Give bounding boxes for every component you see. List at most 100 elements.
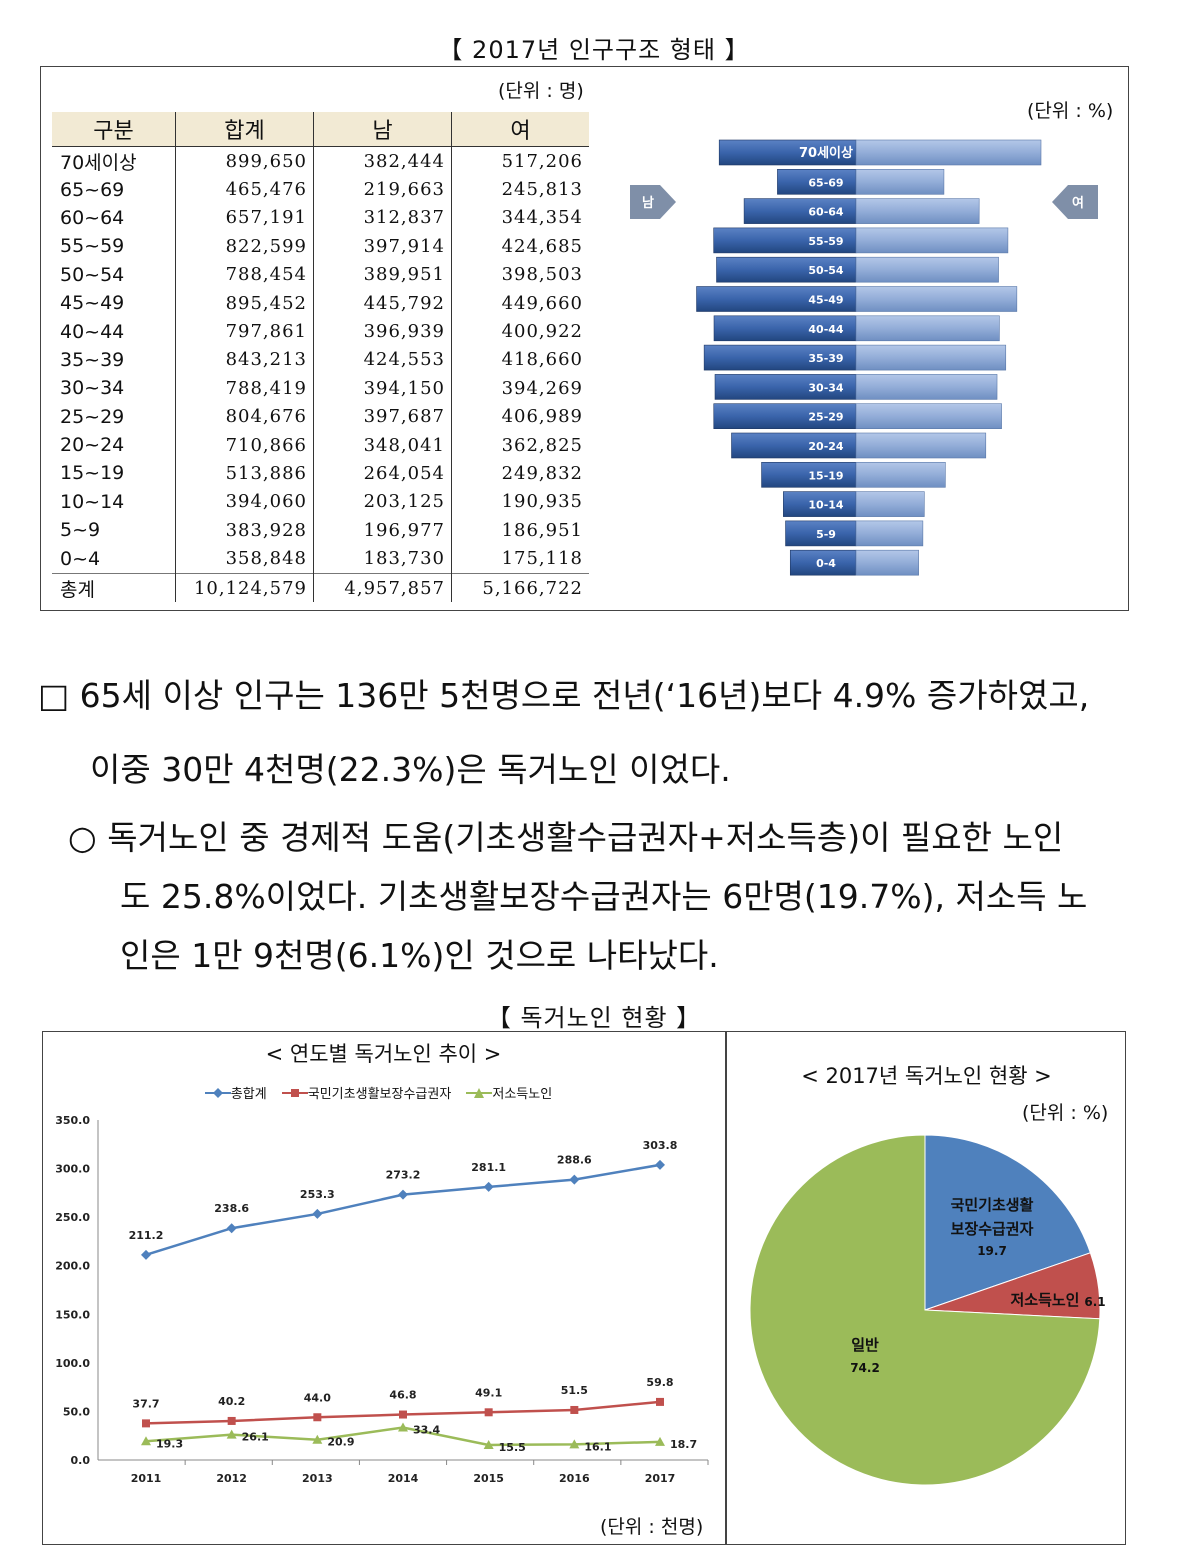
row-male: 203,125 <box>313 487 452 517</box>
table-row: 30~34 788,419 394,150 394,269 <box>52 374 589 403</box>
table-row: 15~19 513,886 264,054 249,832 <box>52 459 589 488</box>
pyramid-female-bar <box>855 432 987 459</box>
pie-label: 저소득노인 <box>1010 1291 1079 1309</box>
row-female: 418,660 <box>451 345 589 375</box>
pie-chart-title: < 2017년 독거노인 현황 > <box>801 1064 1052 1088</box>
population-table: 구분 합계 남 여 70세이상 899,650 382,444 517,206 65~6… <box>52 112 589 603</box>
x-tick-label: 2011 <box>131 1472 162 1485</box>
header-total: 합계 <box>175 112 314 147</box>
row-female: 245,813 <box>451 175 589 204</box>
row-category: 5~9 <box>60 519 101 542</box>
row-female: 400,922 <box>451 317 589 346</box>
row-female: 249,832 <box>451 459 589 488</box>
data-label: 20.9 <box>327 1436 354 1449</box>
pyramid-male-bar <box>703 344 857 371</box>
data-label: 44.0 <box>304 1391 331 1404</box>
row-female: 517,206 <box>451 146 589 176</box>
pyramid-age-label: 35-39 <box>808 352 843 365</box>
line-chart: 0.0 50.0 100.0 150.0 200.0 250.0 300.0 350.0 201… <box>55 1114 709 1485</box>
pyramid-female-bar <box>855 461 946 488</box>
pyramid-age-label: 45-49 <box>808 294 843 307</box>
table-row: 65~69 465,476 219,663 245,813 <box>52 175 589 204</box>
pie-value-label: 74.2 <box>850 1361 880 1375</box>
data-point <box>398 1422 408 1432</box>
row-category: 45~49 <box>60 292 125 315</box>
table-row: 45~49 895,452 445,792 449,660 <box>52 288 589 318</box>
row-male: 348,041 <box>313 430 452 460</box>
row-female: 398,503 <box>451 260 589 289</box>
row-female: 424,685 <box>451 232 589 261</box>
data-point <box>142 1419 150 1428</box>
data-label: 46.8 <box>389 1389 416 1402</box>
data-label: 253.3 <box>300 1188 335 1201</box>
line-chart-title: < 연도별 독거노인 추이 > <box>265 1042 502 1066</box>
row-category: 60~64 <box>60 206 125 229</box>
data-point <box>312 1434 323 1444</box>
x-tick-label: 2014 <box>388 1472 419 1485</box>
data-label: 15.5 <box>499 1441 526 1454</box>
row-category: 0~4 <box>60 547 101 570</box>
row-total: 358,848 <box>175 544 314 574</box>
pyramid-female-bar <box>855 549 919 576</box>
data-point <box>399 1410 407 1419</box>
data-label: 273.2 <box>386 1169 421 1182</box>
pyramid-unit-label: (단위 : %) <box>1027 100 1114 122</box>
legend-lowincome-label: 저소득노인 <box>492 1087 553 1102</box>
pyramid-male-bar <box>783 491 857 517</box>
row-female: 186,951 <box>451 516 589 545</box>
table-row: 50~54 788,454 389,951 398,503 <box>52 260 589 289</box>
pyramid-female-bar <box>855 520 924 547</box>
y-tick-label: 50.0 <box>63 1405 90 1418</box>
row-category: 20~24 <box>60 434 125 457</box>
pyramid-male-bar <box>789 549 857 576</box>
y-tick-label: 300.0 <box>55 1163 90 1176</box>
pie-value-label: 19.7 <box>977 1244 1007 1258</box>
pyramid-female-bar <box>855 374 998 400</box>
data-point <box>313 1413 322 1422</box>
row-male: 4,957,857 <box>313 572 452 603</box>
female-arrow-icon <box>1052 185 1098 219</box>
data-point <box>570 1405 579 1414</box>
data-point <box>569 1439 580 1449</box>
pyramid-female-bar <box>855 344 1007 371</box>
data-label: 19.3 <box>156 1437 183 1450</box>
pie-label: 보장수급권자 <box>951 1220 1034 1238</box>
pyramid-female-bar <box>855 168 945 195</box>
y-tick-label: 250.0 <box>55 1211 90 1224</box>
header-female: 여 <box>451 112 589 147</box>
female-label: 여 <box>1072 195 1084 211</box>
row-female: 190,935 <box>451 487 589 517</box>
row-female: 362,825 <box>451 430 589 460</box>
legend-total-icon <box>204 1087 231 1098</box>
pyramid-female-bar <box>855 286 1018 312</box>
data-label: 211.2 <box>129 1229 164 1242</box>
population-structure-title: 【 2017년 인구구조 형태 】 <box>438 36 750 64</box>
pyramid-male-bar <box>777 168 857 195</box>
pyramid-age-label: 0-4 <box>816 557 836 570</box>
pyramid-age-label: 30-34 <box>808 381 844 394</box>
elderly-living-alone-title: 【 독거노인 현황 】 <box>486 1004 702 1032</box>
pie-label: 국민기초생활 <box>951 1196 1034 1214</box>
y-tick-label: 0.0 <box>71 1454 91 1467</box>
table-row: 35~39 843,213 424,553 418,660 <box>52 345 589 375</box>
header-male: 남 <box>313 112 452 147</box>
row-male: 396,939 <box>313 317 452 346</box>
y-tick-label: 100.0 <box>55 1357 90 1370</box>
pyramid-female-bar <box>855 403 1002 430</box>
pyramid-female-bar <box>855 256 999 283</box>
x-tick-label: 2016 <box>559 1472 590 1485</box>
table-row: 55~59 822,599 397,914 424,685 <box>52 232 589 261</box>
row-male: 196,977 <box>313 516 452 545</box>
data-point <box>226 1429 237 1439</box>
row-category: 55~59 <box>60 235 125 258</box>
row-male: 183,730 <box>313 544 452 574</box>
x-tick-label: 2017 <box>645 1472 676 1485</box>
table-row: 10~14 394,060 203,125 190,935 <box>52 487 589 517</box>
table-unit-label: (단위 : 명) <box>498 80 584 102</box>
pyramid-age-label: 10-14 <box>808 499 844 512</box>
row-male: 382,444 <box>313 146 452 176</box>
row-male: 397,687 <box>313 402 452 431</box>
pyramid-female-bar <box>855 198 980 224</box>
table-row: 40~44 797,861 396,939 400,922 <box>52 317 589 346</box>
row-female: 406,989 <box>451 402 589 431</box>
